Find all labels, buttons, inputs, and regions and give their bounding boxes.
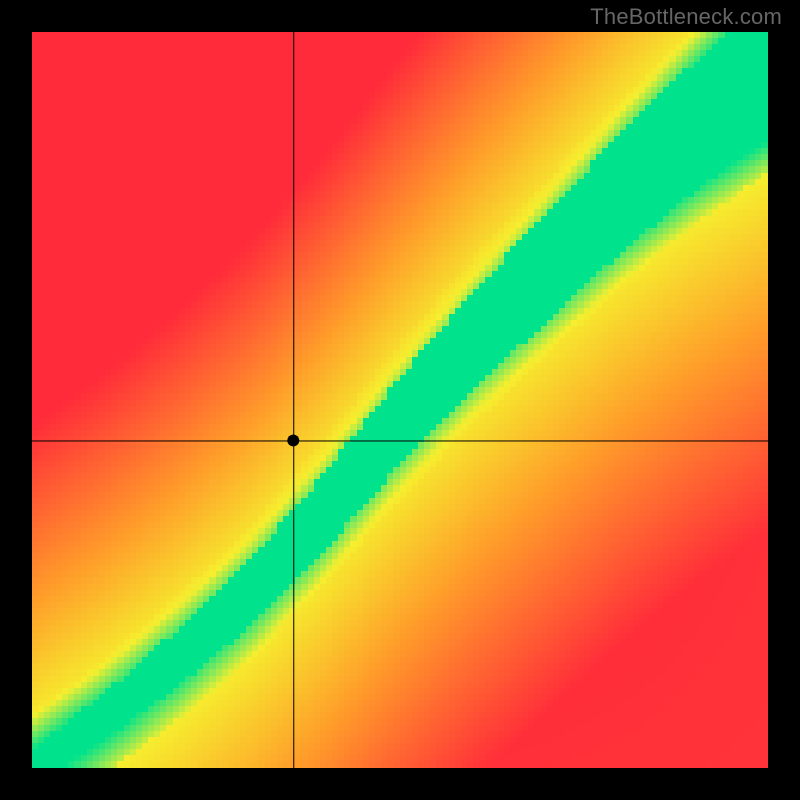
watermark-text: TheBottleneck.com [590,4,782,30]
chart-container: TheBottleneck.com [0,0,800,800]
plot-area [32,32,768,768]
heatmap-canvas [32,32,768,768]
